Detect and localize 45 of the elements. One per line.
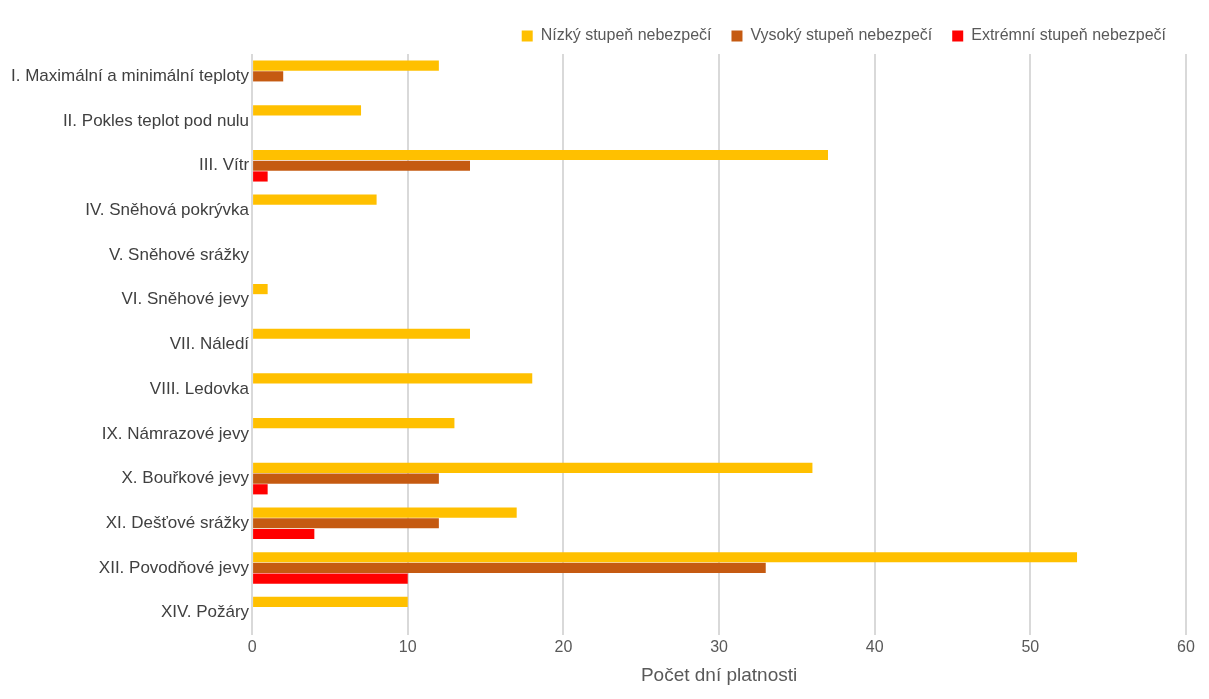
y-tick-label: XII. Povodňové jevy: [98, 557, 250, 577]
bar: [253, 507, 517, 518]
x-tick-label: 60: [1177, 638, 1195, 656]
x-tick-label: 30: [710, 638, 729, 656]
y-tick-label: VIII. Ledovka: [149, 378, 250, 398]
bar: [253, 194, 377, 205]
x-tick-label: 10: [398, 638, 417, 656]
y-tick-label: V. Sněhové srážky: [108, 244, 250, 264]
y-tick-label: III. Vítr: [199, 155, 250, 175]
x-tick-label: 50: [1021, 638, 1040, 656]
y-tick-label: IV. Sněhová pokrývka: [85, 200, 250, 220]
y-tick-label: X. Bouřkové jevy: [121, 468, 250, 488]
bar: [253, 328, 470, 339]
bar: [253, 160, 470, 171]
y-tick-label: VII. Náledí: [169, 334, 250, 354]
bar: [253, 573, 408, 584]
legend-label: Extrémní stupeň nebezpečí: [971, 26, 1167, 44]
bar: [253, 528, 315, 540]
bar: [253, 552, 1078, 563]
y-tick-label: II. Pokles teplot pod nulu: [62, 110, 250, 130]
legend-label: Nízký stupeň nebezpečí: [540, 26, 713, 44]
x-axis-title: Počet dní platnosti: [640, 663, 798, 685]
bar: [253, 60, 439, 71]
bar: [253, 418, 455, 429]
bar: [253, 596, 408, 608]
x-tick-label: 0: [247, 638, 257, 656]
legend-label: Vysoký stupeň nebezpečí: [750, 26, 933, 44]
y-tick-label: IX. Námrazové jevy: [101, 423, 250, 443]
bar: [253, 149, 828, 161]
y-tick-label: XI. Dešťové srážky: [105, 512, 250, 532]
bar: [253, 105, 362, 116]
bar: [253, 283, 268, 295]
bar: [253, 462, 813, 473]
x-tick-label: 20: [554, 638, 573, 656]
y-tick-label: I. Maximální a minimální teploty: [10, 66, 250, 86]
bar: [253, 373, 533, 384]
y-tick-label: VI. Sněhové jevy: [121, 289, 250, 309]
bar: [253, 473, 439, 484]
bar: [253, 484, 268, 495]
x-tick-label: 40: [865, 638, 884, 656]
y-tick-label: XIV. Požáry: [160, 602, 250, 622]
bar: [253, 562, 766, 574]
bar: [253, 518, 439, 529]
bar: [253, 71, 284, 82]
bar: [253, 171, 268, 182]
